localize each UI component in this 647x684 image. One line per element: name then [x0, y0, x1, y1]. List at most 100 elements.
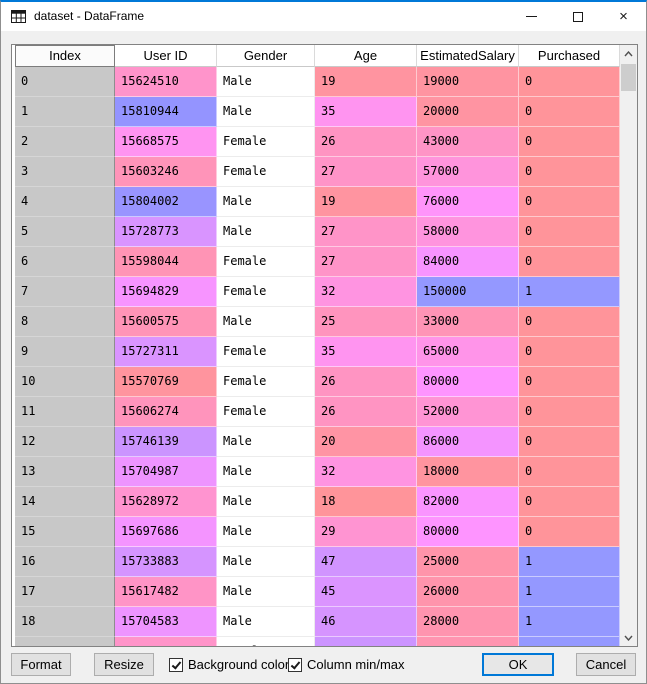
scroll-down-button[interactable] — [620, 629, 637, 646]
cell-17-gender[interactable]: Male — [217, 577, 315, 607]
cell-11-salary[interactable]: 52000 — [417, 397, 519, 427]
cell-13-salary[interactable]: 18000 — [417, 457, 519, 487]
cell-0-salary[interactable]: 19000 — [417, 67, 519, 97]
cell-15-gender[interactable]: Male — [217, 517, 315, 547]
row-header-18[interactable]: 18 — [15, 607, 115, 637]
cell-15-user_id[interactable]: 15697686 — [115, 517, 217, 547]
row-header-0[interactable]: 0 — [15, 67, 115, 97]
row-header-11[interactable]: 11 — [15, 397, 115, 427]
cell-9-salary[interactable]: 65000 — [417, 337, 519, 367]
column-header-age[interactable]: Age — [315, 45, 417, 67]
cell-3-gender[interactable]: Female — [217, 157, 315, 187]
cell-8-age[interactable]: 25 — [315, 307, 417, 337]
row-header-17[interactable]: 17 — [15, 577, 115, 607]
cell-17-salary[interactable]: 26000 — [417, 577, 519, 607]
cell-8-purchased[interactable]: 0 — [519, 307, 620, 337]
row-header-12[interactable]: 12 — [15, 427, 115, 457]
column-header-gender[interactable]: Gender — [217, 45, 315, 67]
cell-2-purchased[interactable]: 0 — [519, 127, 620, 157]
cell-16-user_id[interactable]: 15733883 — [115, 547, 217, 577]
cell-19-salary[interactable]: 29000 — [417, 637, 519, 646]
cell-4-user_id[interactable]: 15804002 — [115, 187, 217, 217]
cell-11-gender[interactable]: Female — [217, 397, 315, 427]
cell-12-purchased[interactable]: 0 — [519, 427, 620, 457]
cell-2-gender[interactable]: Female — [217, 127, 315, 157]
cell-2-age[interactable]: 26 — [315, 127, 417, 157]
cell-5-user_id[interactable]: 15728773 — [115, 217, 217, 247]
cell-7-gender[interactable]: Female — [217, 277, 315, 307]
cell-4-purchased[interactable]: 0 — [519, 187, 620, 217]
row-header-5[interactable]: 5 — [15, 217, 115, 247]
row-header-4[interactable]: 4 — [15, 187, 115, 217]
row-header-8[interactable]: 8 — [15, 307, 115, 337]
minimize-button[interactable] — [509, 2, 554, 31]
cell-17-user_id[interactable]: 15617482 — [115, 577, 217, 607]
cell-5-gender[interactable]: Male — [217, 217, 315, 247]
close-button[interactable]: × — [601, 2, 646, 31]
cell-15-salary[interactable]: 80000 — [417, 517, 519, 547]
cell-13-user_id[interactable]: 15704987 — [115, 457, 217, 487]
cell-1-age[interactable]: 35 — [315, 97, 417, 127]
cell-18-user_id[interactable]: 15704583 — [115, 607, 217, 637]
cell-13-age[interactable]: 32 — [315, 457, 417, 487]
cell-12-salary[interactable]: 86000 — [417, 427, 519, 457]
cell-15-purchased[interactable]: 0 — [519, 517, 620, 547]
cell-12-gender[interactable]: Male — [217, 427, 315, 457]
vertical-scrollbar[interactable] — [620, 45, 637, 646]
cell-11-purchased[interactable]: 0 — [519, 397, 620, 427]
cell-12-user_id[interactable]: 15746139 — [115, 427, 217, 457]
cell-6-purchased[interactable]: 0 — [519, 247, 620, 277]
row-header-2[interactable]: 2 — [15, 127, 115, 157]
cell-16-salary[interactable]: 25000 — [417, 547, 519, 577]
row-header-16[interactable]: 16 — [15, 547, 115, 577]
cell-10-purchased[interactable]: 0 — [519, 367, 620, 397]
cell-0-age[interactable]: 19 — [315, 67, 417, 97]
row-header-15[interactable]: 15 — [15, 517, 115, 547]
cell-0-user_id[interactable]: 15624510 — [115, 67, 217, 97]
column-header-index[interactable]: Index — [15, 45, 115, 67]
cell-3-purchased[interactable]: 0 — [519, 157, 620, 187]
cancel-button[interactable]: Cancel — [576, 653, 636, 676]
cell-14-purchased[interactable]: 0 — [519, 487, 620, 517]
cell-11-user_id[interactable]: 15606274 — [115, 397, 217, 427]
cell-16-purchased[interactable]: 1 — [519, 547, 620, 577]
column-header-purchased[interactable]: Purchased — [519, 45, 620, 67]
cell-9-age[interactable]: 35 — [315, 337, 417, 367]
cell-14-gender[interactable]: Male — [217, 487, 315, 517]
cell-1-user_id[interactable]: 15810944 — [115, 97, 217, 127]
cell-12-age[interactable]: 20 — [315, 427, 417, 457]
cell-19-age[interactable]: 48 — [315, 637, 417, 646]
cell-9-purchased[interactable]: 0 — [519, 337, 620, 367]
cell-10-user_id[interactable]: 15570769 — [115, 367, 217, 397]
ok-button[interactable]: OK — [482, 653, 554, 676]
cell-9-user_id[interactable]: 15727311 — [115, 337, 217, 367]
cell-7-salary[interactable]: 150000 — [417, 277, 519, 307]
cell-4-salary[interactable]: 76000 — [417, 187, 519, 217]
cell-8-user_id[interactable]: 15600575 — [115, 307, 217, 337]
checkbox-box[interactable] — [288, 657, 302, 672]
cell-6-gender[interactable]: Female — [217, 247, 315, 277]
cell-18-purchased[interactable]: 1 — [519, 607, 620, 637]
cell-19-purchased[interactable]: 1 — [519, 637, 620, 646]
cell-14-age[interactable]: 18 — [315, 487, 417, 517]
column-header-salary[interactable]: EstimatedSalary — [417, 45, 519, 67]
cell-13-gender[interactable]: Male — [217, 457, 315, 487]
scrollbar-thumb[interactable] — [621, 64, 636, 91]
cell-3-salary[interactable]: 57000 — [417, 157, 519, 187]
row-header-6[interactable]: 6 — [15, 247, 115, 277]
row-header-14[interactable]: 14 — [15, 487, 115, 517]
cell-14-salary[interactable]: 82000 — [417, 487, 519, 517]
row-header-19[interactable]: 19 — [15, 637, 115, 646]
cell-7-age[interactable]: 32 — [315, 277, 417, 307]
cell-11-age[interactable]: 26 — [315, 397, 417, 427]
format-button[interactable]: Format — [11, 653, 71, 676]
cell-15-age[interactable]: 29 — [315, 517, 417, 547]
checkbox-box[interactable] — [169, 657, 183, 672]
cell-5-salary[interactable]: 58000 — [417, 217, 519, 247]
row-header-1[interactable]: 1 — [15, 97, 115, 127]
cell-8-gender[interactable]: Male — [217, 307, 315, 337]
cell-10-age[interactable]: 26 — [315, 367, 417, 397]
cell-5-purchased[interactable]: 0 — [519, 217, 620, 247]
cell-6-salary[interactable]: 84000 — [417, 247, 519, 277]
cell-2-salary[interactable]: 43000 — [417, 127, 519, 157]
